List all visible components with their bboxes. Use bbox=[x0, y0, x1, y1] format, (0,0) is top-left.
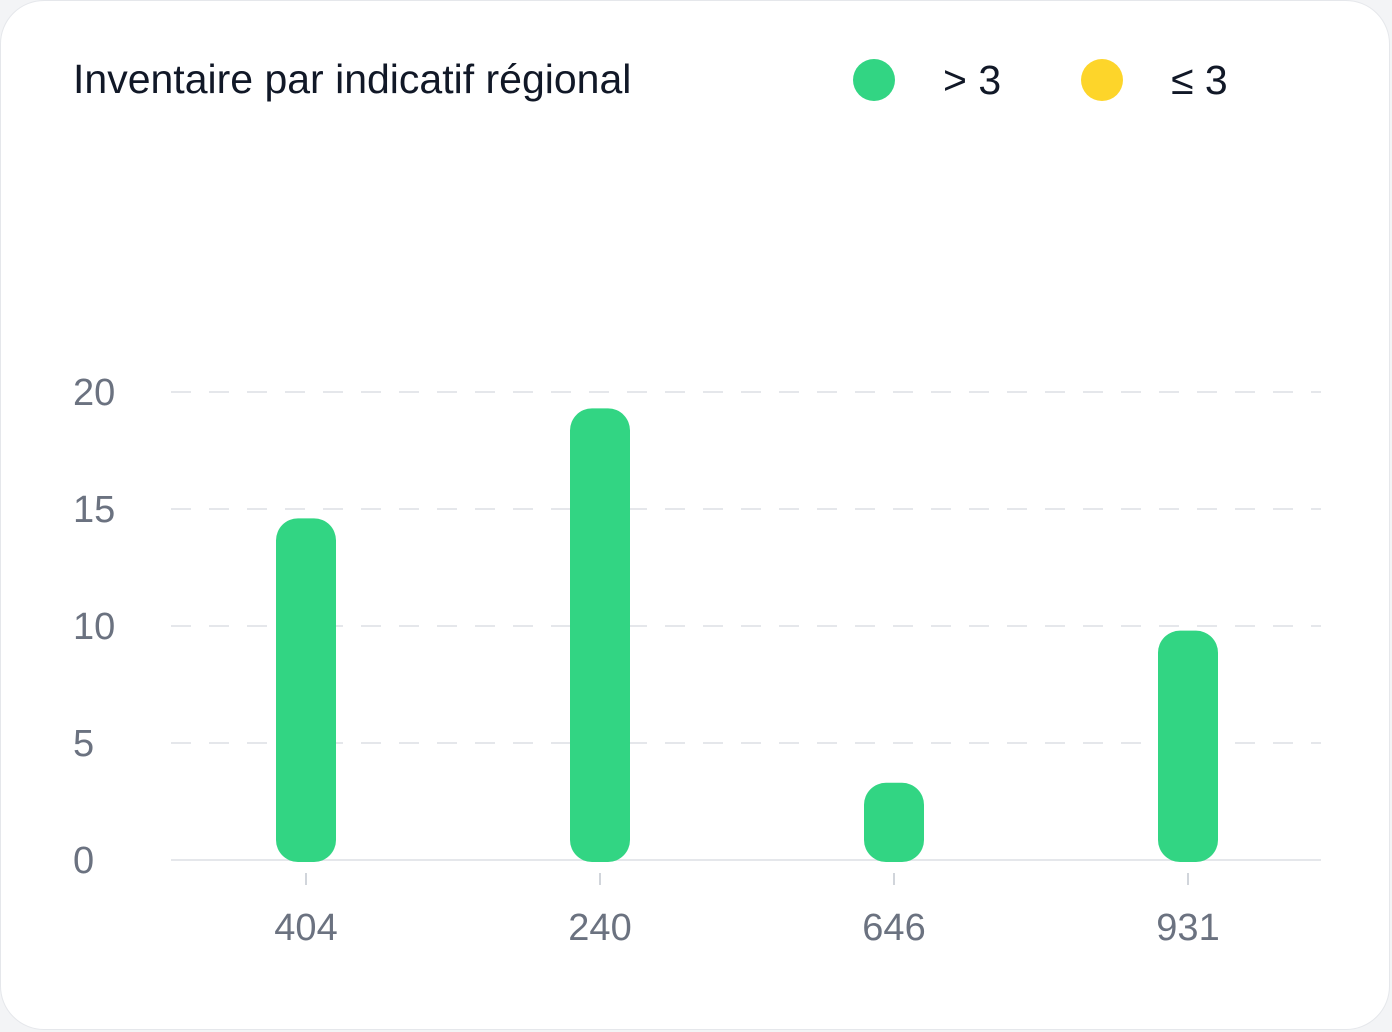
legend-item-below: ≤ 3 bbox=[1081, 56, 1228, 103]
y-tick-label: 15 bbox=[73, 489, 115, 531]
y-tick-label: 10 bbox=[73, 606, 115, 648]
x-tick-label-931: 931 bbox=[1156, 907, 1219, 949]
x-tick-label-646: 646 bbox=[862, 907, 925, 949]
legend-swatch-above bbox=[853, 59, 895, 101]
legend-label-below: ≤ 3 bbox=[1171, 56, 1228, 103]
legend-item-above: > 3 bbox=[853, 56, 1002, 103]
x-tick-label-404: 404 bbox=[274, 907, 337, 949]
legend-swatch-below bbox=[1081, 59, 1123, 101]
bar-240 bbox=[570, 408, 630, 862]
y-tick-label: 0 bbox=[73, 840, 94, 882]
legend-label-above: > 3 bbox=[943, 56, 1002, 103]
x-tick-label-240: 240 bbox=[568, 907, 631, 949]
bar-931 bbox=[1158, 630, 1218, 862]
y-tick-label: 5 bbox=[73, 723, 94, 765]
bar-646 bbox=[864, 782, 924, 862]
bar-404 bbox=[276, 518, 336, 862]
y-tick-label: 20 bbox=[73, 372, 115, 414]
chart-title: Inventaire par indicatif régional bbox=[73, 56, 632, 102]
